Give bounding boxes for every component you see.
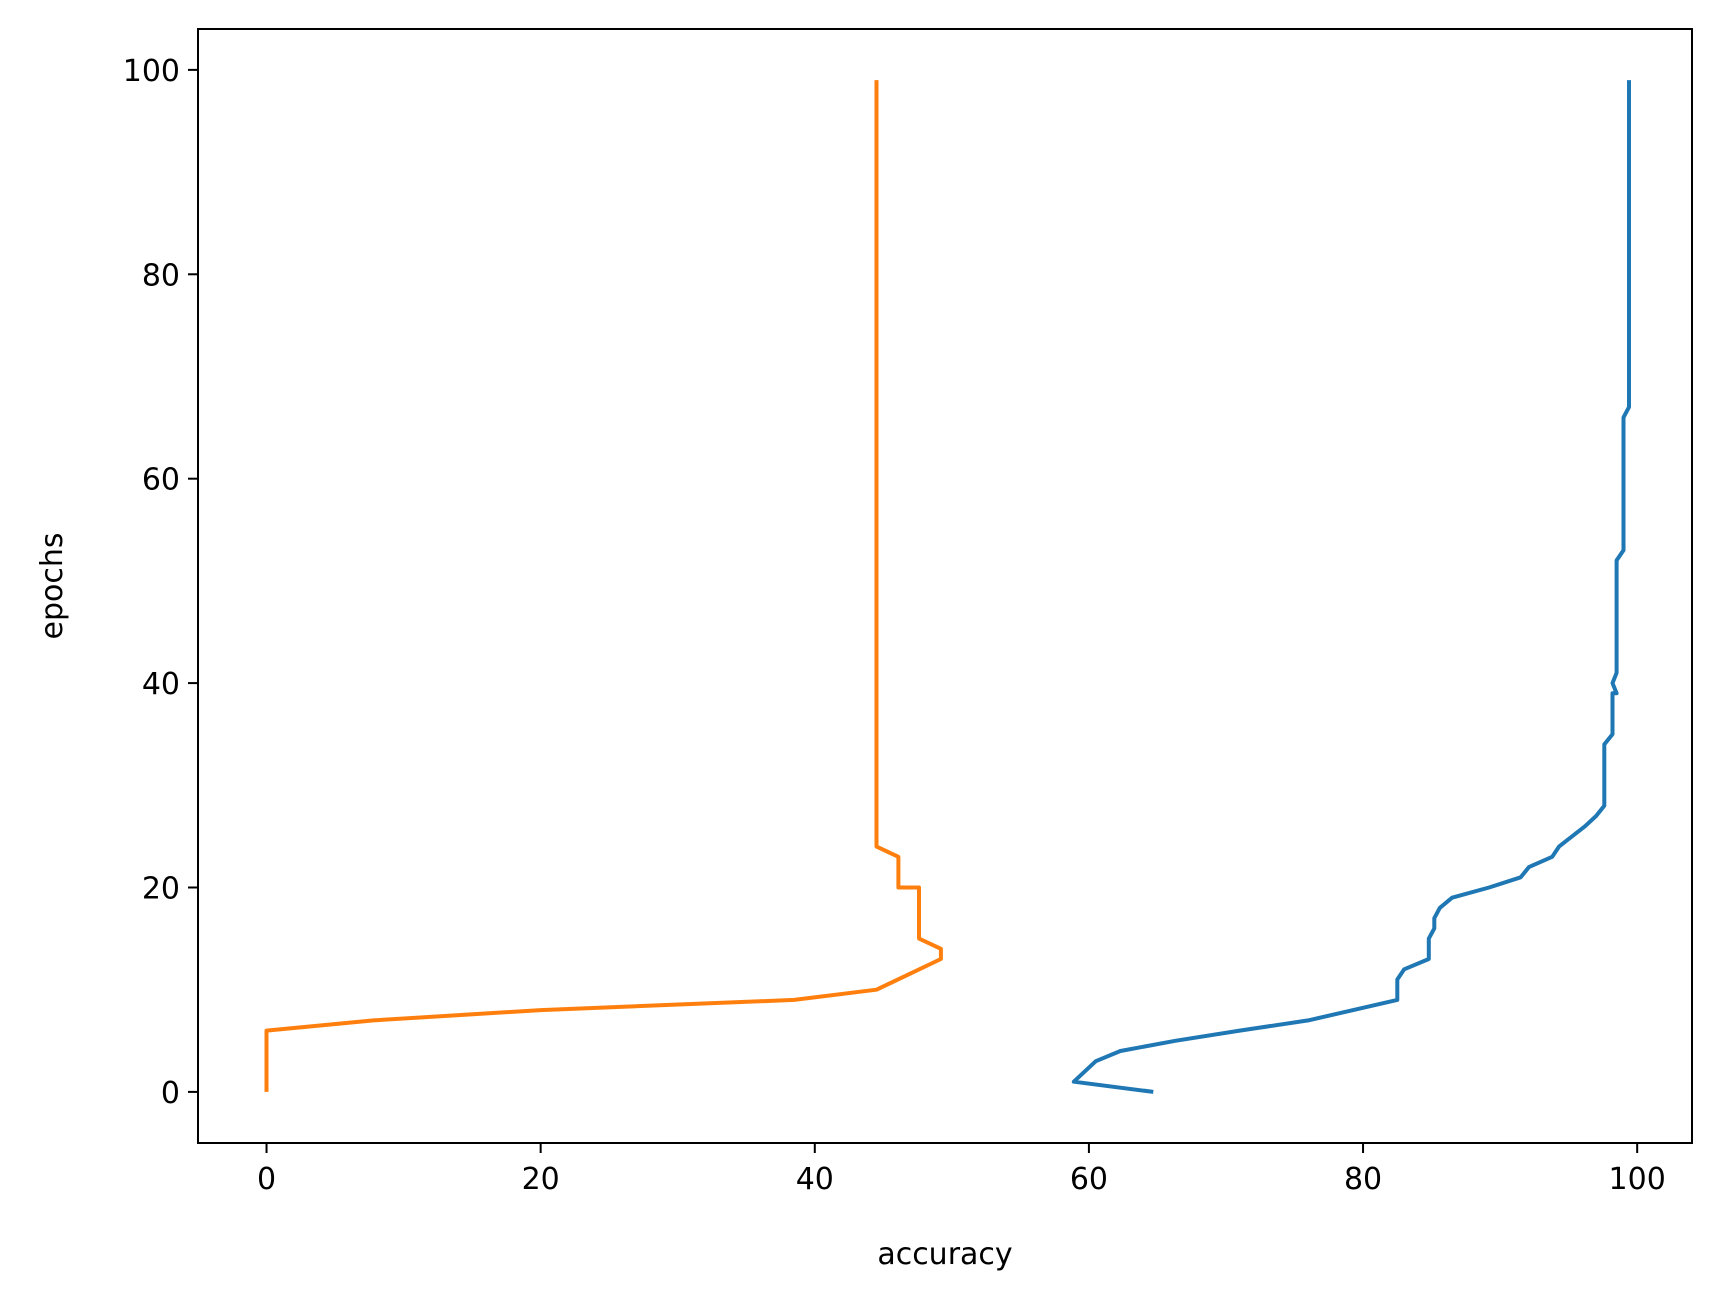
x-tick-label: 80 [1344,1162,1382,1197]
y-tick-label: 80 [142,258,180,293]
plot-lines [264,80,1631,1094]
y-tick-label: 0 [161,1076,180,1111]
x-tick-label: 0 [257,1162,276,1197]
y-axis: 0 20 40 60 80 100 [123,54,198,1111]
x-tick-label: 60 [1070,1162,1108,1197]
y-tick-label: 20 [142,871,180,906]
series-line-1 [1071,80,1631,1094]
y-tick-label: 40 [142,667,180,702]
x-tick-label: 100 [1609,1162,1666,1197]
y-axis-label: epochs [35,533,70,640]
x-tick-label: 20 [522,1162,560,1197]
x-axis: 0 20 40 60 80 100 [257,1143,1666,1197]
series-line-2 [264,80,943,1092]
y-tick-label: 60 [142,463,180,498]
x-tick-label: 40 [796,1162,834,1197]
plot-area-frame [197,28,1693,1144]
x-axis-label: accuracy [877,1237,1012,1272]
y-tick-label: 100 [123,54,180,89]
